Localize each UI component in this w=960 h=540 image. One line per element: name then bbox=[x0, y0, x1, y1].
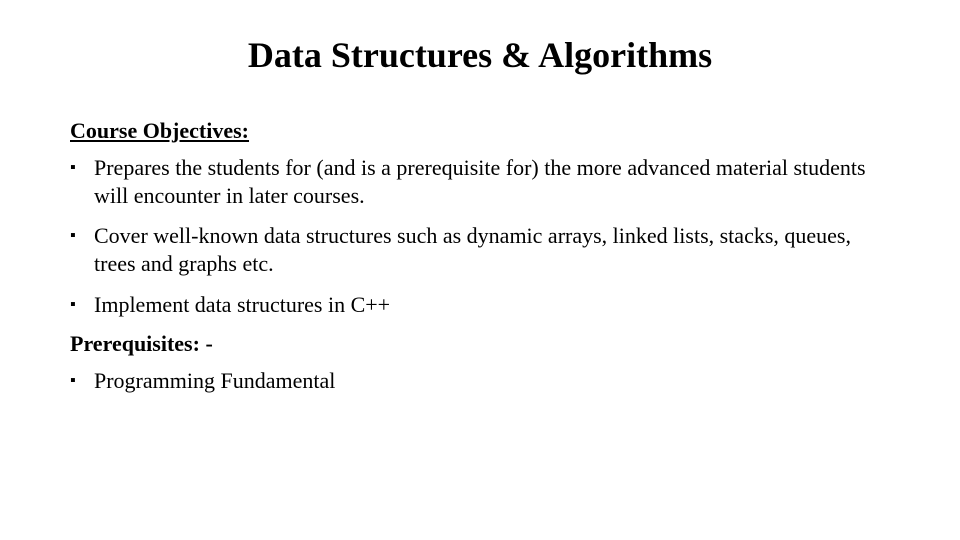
list-item: Implement data structures in C++ bbox=[70, 291, 890, 319]
list-item: Programming Fundamental bbox=[70, 367, 890, 395]
prerequisites-list: Programming Fundamental bbox=[70, 367, 890, 395]
page-title: Data Structures & Algorithms bbox=[70, 34, 890, 76]
list-item: Cover well-known data structures such as… bbox=[70, 222, 890, 278]
slide: Data Structures & Algorithms Course Obje… bbox=[0, 0, 960, 540]
prerequisites-heading: Prerequisites: - bbox=[70, 331, 890, 357]
objectives-list: Prepares the students for (and is a prer… bbox=[70, 154, 890, 319]
objectives-heading: Course Objectives: bbox=[70, 118, 890, 144]
list-item: Prepares the students for (and is a prer… bbox=[70, 154, 890, 210]
